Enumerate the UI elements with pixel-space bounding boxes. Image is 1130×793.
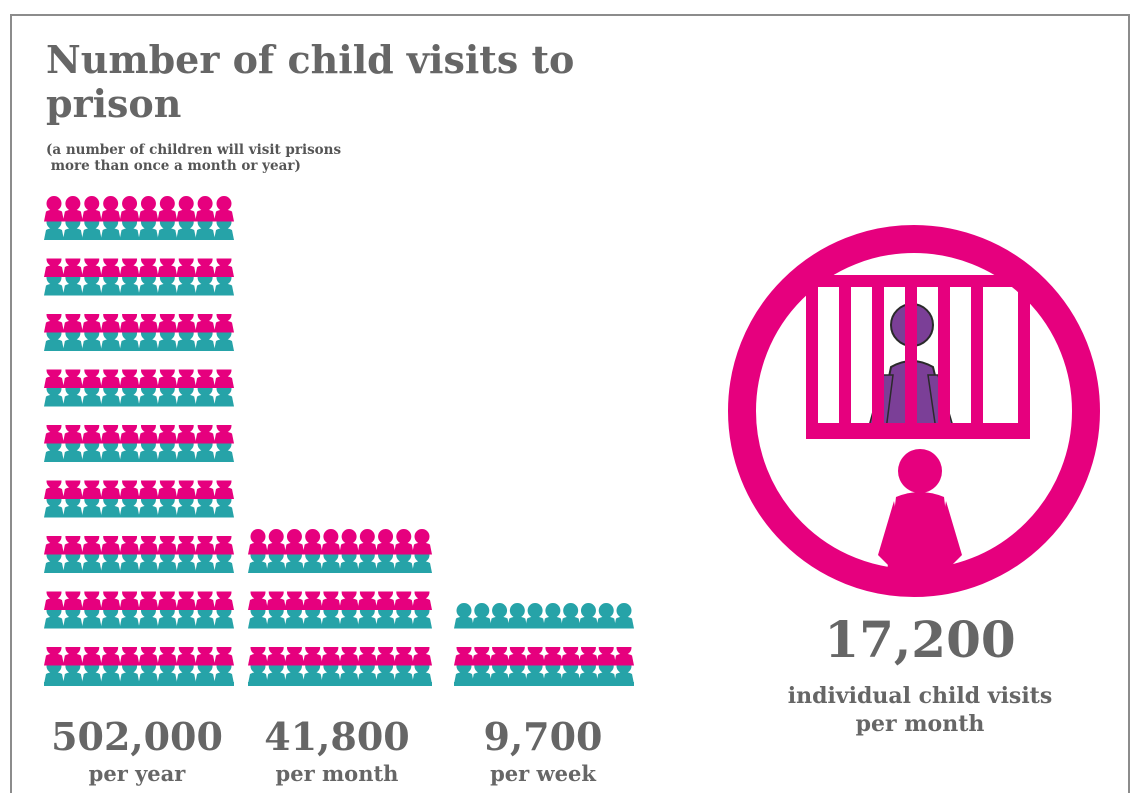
category-label-year: per year <box>88 761 186 786</box>
child-behind-bars-icon <box>728 225 1100 597</box>
bar-per-month <box>248 529 432 686</box>
infographic-frame <box>10 14 1130 793</box>
subtitle-line-2: more than once a month or year) <box>46 158 301 174</box>
category-label-month: per month <box>275 761 399 786</box>
category-label-week: per week <box>490 761 596 786</box>
prison-bars-icon <box>806 275 1030 439</box>
bar-per-week <box>454 603 634 686</box>
subtitle-line-1: (a number of children will visit prisons <box>46 142 342 158</box>
circle-frame-icon <box>728 225 1100 597</box>
pictograph-chart <box>44 196 634 686</box>
highlight-label-line-1: individual child visits <box>787 683 1053 709</box>
bar-value-label-year: 502,000 <box>51 714 223 759</box>
page-title: Number of child visits to prison <box>46 37 575 126</box>
bar-per-year <box>44 196 234 686</box>
highlight-label-line-2: per month <box>855 711 985 737</box>
bar-value-label-month: 41,800 <box>264 714 410 759</box>
bar-value-label-week: 9,700 <box>483 714 603 759</box>
highlight-value: 17,200 <box>824 610 1016 669</box>
